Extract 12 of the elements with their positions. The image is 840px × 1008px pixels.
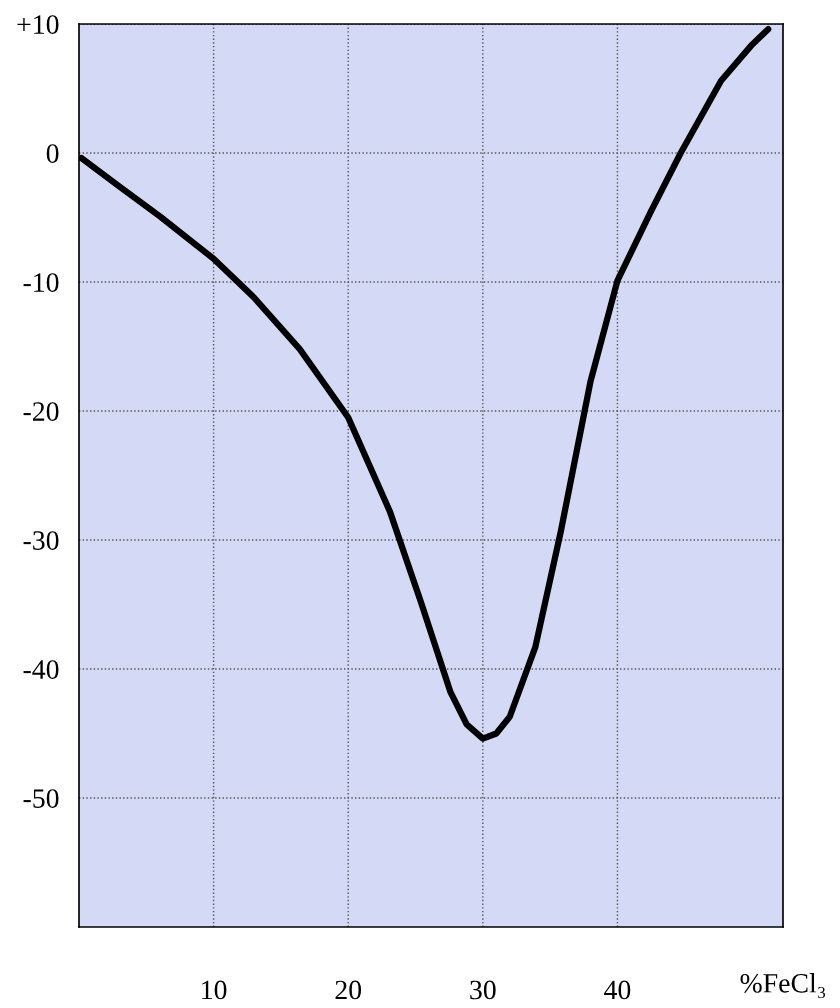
y-tick-label: 0: [46, 144, 59, 163]
x-tick-label: 20: [335, 980, 362, 1000]
y-tick-label: -40: [23, 660, 59, 679]
y-tick-label: -50: [23, 789, 59, 808]
x-tick-label: 10: [202, 980, 227, 1000]
y-tick-label: -30: [23, 531, 59, 550]
y-tick-label: -20: [23, 402, 59, 421]
x-axis-title: %FeCl₃: [740, 973, 826, 999]
y-tick-label: +10: [17, 15, 59, 34]
y-tick-label: -10: [23, 273, 59, 292]
x-tick-label: 30: [470, 980, 496, 1000]
x-tick-label: 40: [604, 980, 631, 1000]
